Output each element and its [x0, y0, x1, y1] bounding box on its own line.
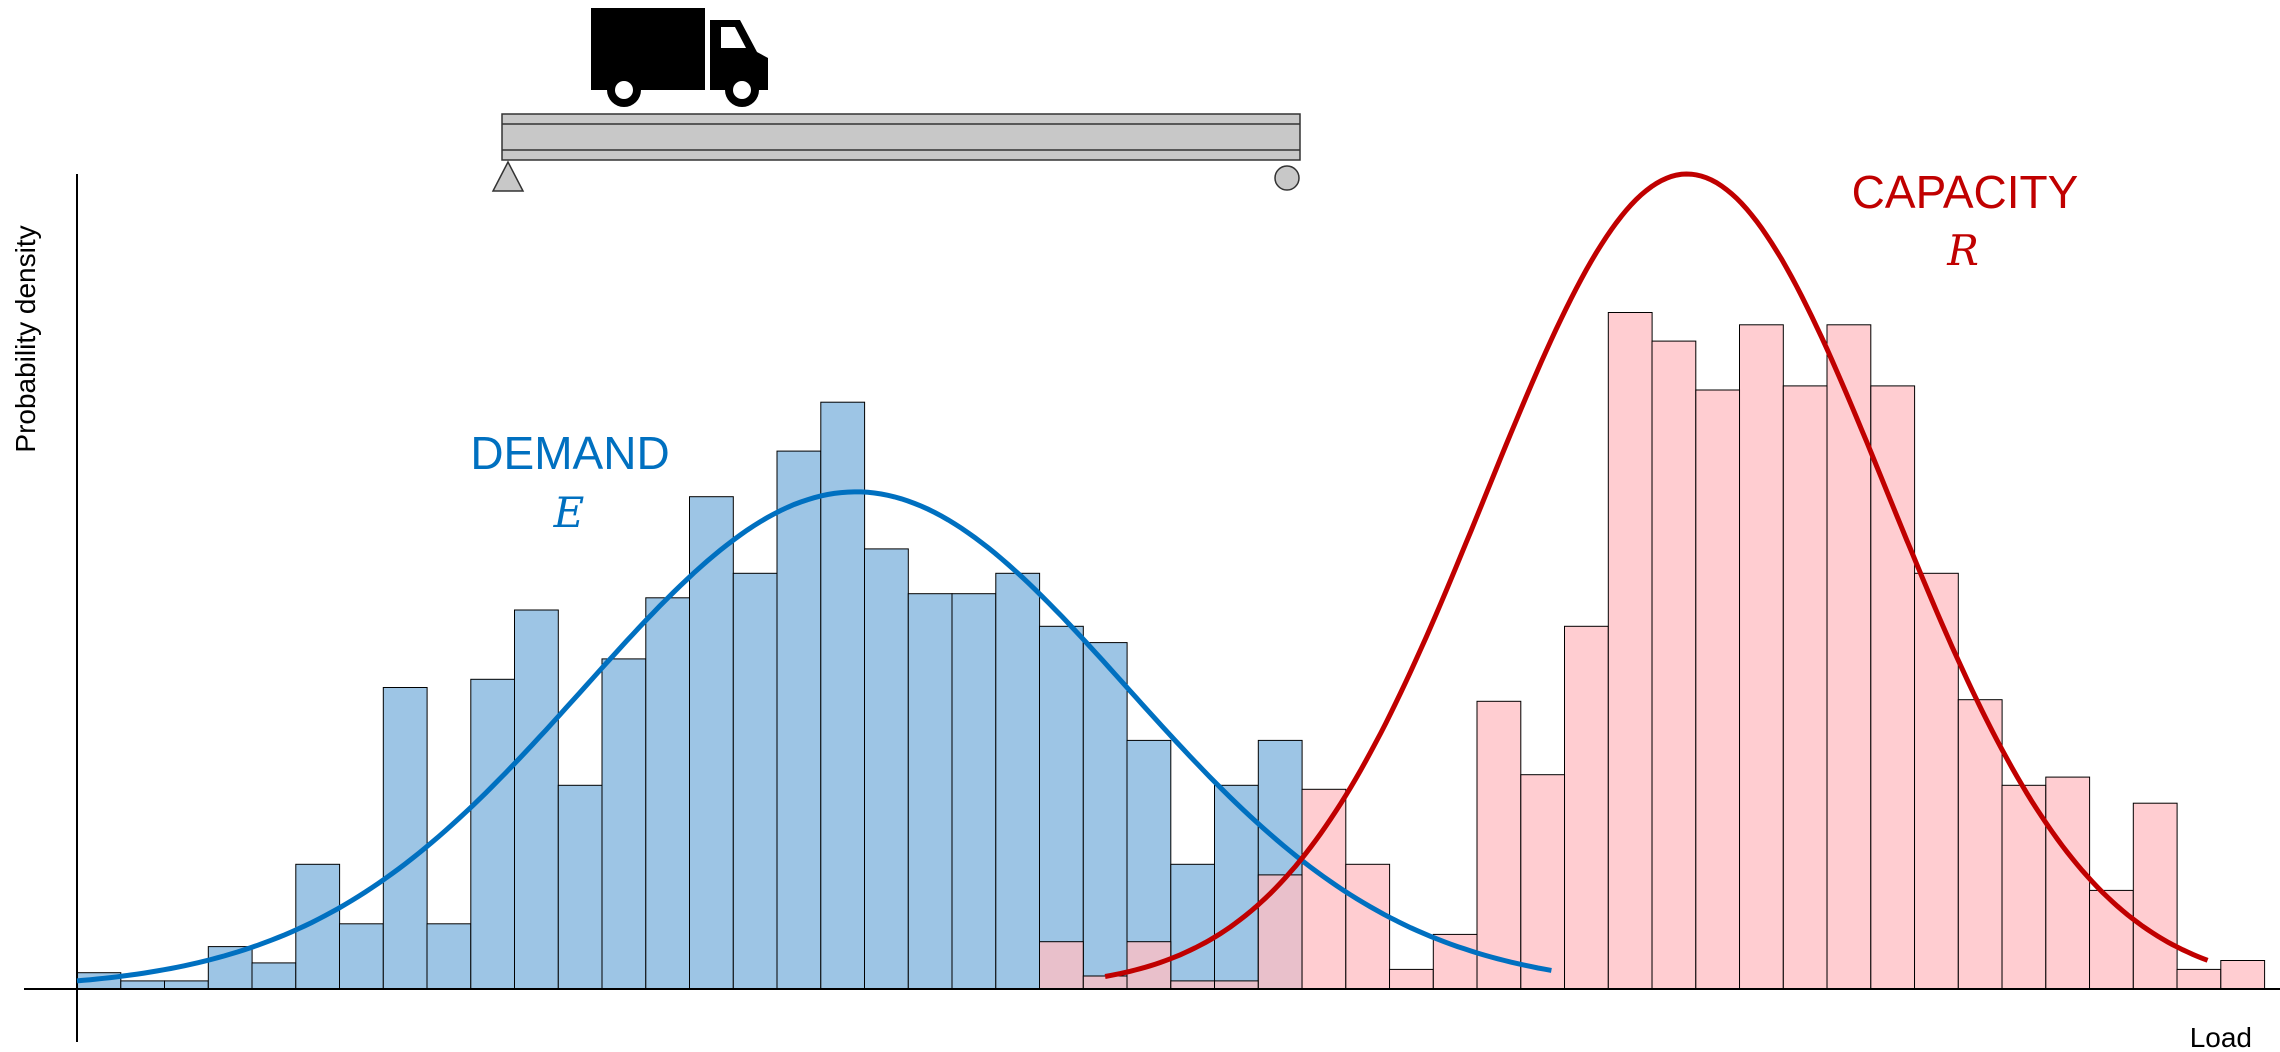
capacity-bar [1826, 324, 1872, 990]
demand-bar [864, 548, 909, 990]
capacity-bar [1695, 389, 1741, 990]
capacity-label: CAPACITY [1852, 166, 2079, 218]
demand-bar [820, 401, 866, 990]
capacity-bar [1739, 324, 1784, 990]
truck-icon [591, 8, 768, 107]
demand-bar [689, 496, 734, 990]
demand-bar [382, 687, 428, 990]
capacity-bar [2220, 960, 2266, 990]
capacity-bar [1957, 699, 2003, 990]
demand-bar [339, 923, 384, 990]
demand-bar [732, 572, 778, 990]
capacity-bar [2176, 968, 2222, 990]
demand-bar [1170, 863, 1216, 990]
demand-bar [1039, 625, 1084, 990]
demand-bar [1082, 642, 1128, 990]
capacity-bar [1870, 385, 1916, 990]
demand-bar [907, 593, 953, 990]
roller-support-icon [1274, 165, 1300, 191]
capacity-bar [1170, 980, 1216, 990]
demand-bar [557, 784, 603, 990]
capacity-bar [2045, 776, 2091, 990]
capacity-bar [1039, 941, 1084, 990]
demand-curve [76, 489, 1552, 984]
capacity-bar [1914, 572, 1959, 990]
capacity-bar [1520, 774, 1566, 990]
capacity-curve [1104, 171, 2209, 979]
capacity-bar [1214, 980, 1259, 990]
demand-bar [645, 597, 691, 990]
capacity-bar [1082, 975, 1128, 990]
demand-bar [470, 678, 516, 990]
capacity-bar [1782, 385, 1828, 990]
demand-bar [514, 609, 559, 990]
demand-bar [776, 450, 822, 990]
pin-support-icon [491, 160, 525, 192]
demand-symbol: E [553, 488, 585, 537]
demand-label: DEMAND [470, 427, 669, 479]
demand-bar [426, 923, 472, 990]
x-axis-label: Load [2190, 1022, 2252, 1052]
capacity-bar [2132, 802, 2178, 990]
demand-bar [120, 980, 166, 990]
beam-icon [501, 113, 1301, 161]
capacity-symbol: R [1946, 226, 1979, 275]
demand-bar [164, 980, 209, 990]
capacity-bar [1651, 340, 1697, 990]
capacity-bar [1607, 312, 1653, 990]
demand-bar [251, 962, 297, 990]
demand-bar [995, 572, 1041, 990]
capacity-bar [1564, 625, 1609, 990]
capacity-bar [1257, 874, 1303, 990]
capacity-bar [1389, 968, 1434, 990]
capacity-bar [2089, 889, 2134, 990]
demand-bar [951, 593, 997, 990]
capacity-bar [1345, 863, 1391, 990]
demand-bar [601, 658, 647, 990]
y-axis-label: Probability density [10, 225, 41, 452]
capacity-bar [1476, 700, 1522, 990]
capacity-bar [2001, 784, 2047, 990]
